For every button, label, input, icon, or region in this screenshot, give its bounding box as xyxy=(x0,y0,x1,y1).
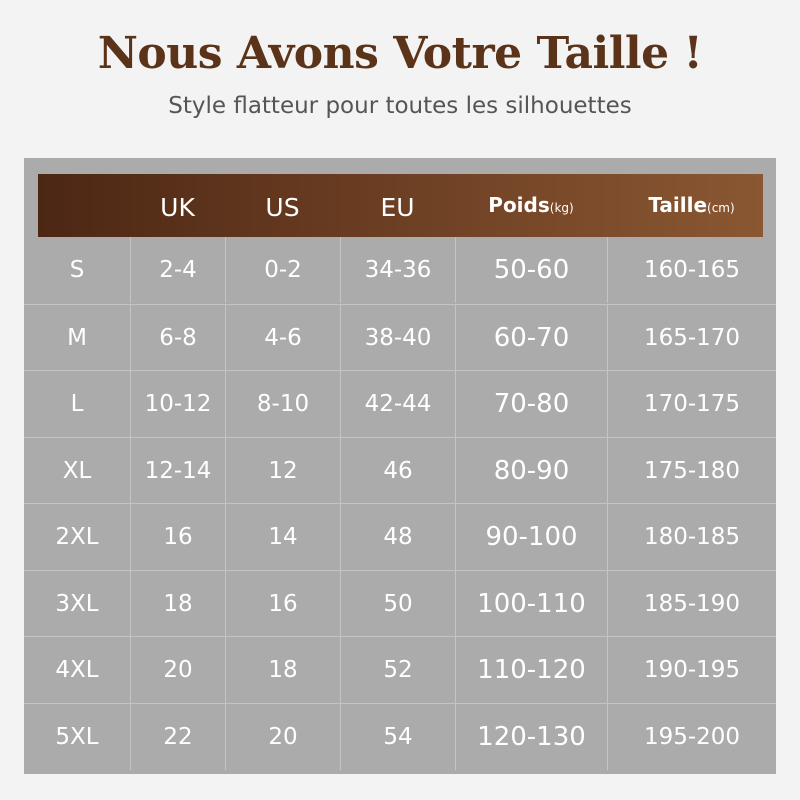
column-header: UK xyxy=(130,174,225,237)
table-cell: XL xyxy=(62,457,92,484)
table-cell: 12-14 xyxy=(130,437,225,504)
table-cell: 0-2 xyxy=(225,237,340,303)
column-header-label: Taille xyxy=(648,193,708,217)
table-cell: 3XL xyxy=(55,590,99,617)
column-header: EU xyxy=(340,174,455,237)
table-cell: 6-8 xyxy=(130,304,225,371)
table-cell: 20 xyxy=(225,703,340,770)
table-cell: 8-10 xyxy=(225,371,340,437)
column-header-label: Poids xyxy=(488,193,550,217)
table-cell: M xyxy=(67,324,87,351)
table-cell: 80-90 xyxy=(455,437,607,504)
column-header: Taille(cm) xyxy=(607,174,776,237)
table-cell: 175-180 xyxy=(607,437,776,504)
table-cell: 18 xyxy=(225,637,340,703)
table-cell: 4-6 xyxy=(225,304,340,371)
size-chart-table: UK US EU Poids(kg) Taille(cm) S 2-4 0-2 34-36 50… xyxy=(24,158,776,774)
table-row: S 2-4 0-2 34-36 50-60 160-165 xyxy=(24,237,776,303)
table-cell: 180-185 xyxy=(607,504,776,570)
table-cell: 110-120 xyxy=(455,637,607,703)
table-cell: 16 xyxy=(225,570,340,637)
table-cell: 16 xyxy=(130,504,225,570)
table-row: 5XL 22 20 54 120-130 195-200 xyxy=(24,702,776,770)
table-cell: 10-12 xyxy=(130,371,225,437)
table-row: 3XL 18 16 50 100-110 185-190 xyxy=(24,569,776,637)
table-cell: S xyxy=(69,257,85,283)
table-cell: 54 xyxy=(340,703,455,770)
table-cell: 160-165 xyxy=(607,237,776,303)
table-cell: 42-44 xyxy=(340,371,455,437)
table-cell: 4XL xyxy=(55,657,99,683)
table-cell: 14 xyxy=(225,504,340,570)
table-row: 2XL 16 14 48 90-100 180-185 xyxy=(24,503,776,570)
table-cell: 12 xyxy=(225,437,340,504)
page-title: Nous Avons Votre Taille ! xyxy=(97,28,703,79)
table-cell: 60-70 xyxy=(455,304,607,371)
table-header: UK US EU Poids(kg) Taille(cm) xyxy=(38,174,763,237)
table-cell: 46 xyxy=(340,437,455,504)
column-header: US xyxy=(225,174,340,237)
column-header xyxy=(24,174,130,237)
table-cell: 52 xyxy=(340,637,455,703)
column-header: Poids(kg) xyxy=(455,174,607,237)
column-header-label: UK xyxy=(160,193,195,222)
table-cell: 18 xyxy=(130,570,225,637)
table-cell: 70-80 xyxy=(455,371,607,437)
table-cell: 190-195 xyxy=(607,637,776,703)
table-row: M 6-8 4-6 38-40 60-70 165-170 xyxy=(24,303,776,371)
table-row: XL 12-14 12 46 80-90 175-180 xyxy=(24,436,776,504)
table-cell: 185-190 xyxy=(607,570,776,637)
table-cell: 38-40 xyxy=(340,304,455,371)
table-cell: 50 xyxy=(340,570,455,637)
table-cell: 170-175 xyxy=(607,371,776,437)
column-header-unit: (cm) xyxy=(707,201,735,215)
table-cell: 48 xyxy=(340,504,455,570)
table-row: L 10-12 8-10 42-44 70-80 170-175 xyxy=(24,370,776,437)
table-cell: L xyxy=(70,391,84,417)
table-cell: 195-200 xyxy=(607,703,776,770)
column-header-unit: (kg) xyxy=(549,201,574,215)
table-cell: 120-130 xyxy=(455,703,607,770)
table-cell: 165-170 xyxy=(607,304,776,371)
table-row: 4XL 20 18 52 110-120 190-195 xyxy=(24,636,776,703)
table-cell: 22 xyxy=(130,703,225,770)
column-header-label: US xyxy=(265,193,300,222)
table-cell: 20 xyxy=(130,637,225,703)
table-cell: 50-60 xyxy=(455,237,607,303)
table-cell: 34-36 xyxy=(340,237,455,303)
column-header-label: EU xyxy=(380,193,415,222)
table-cell: 2-4 xyxy=(130,237,225,303)
table-cell: 2XL xyxy=(55,524,99,550)
table-cell: 5XL xyxy=(55,723,99,750)
table-cell: 90-100 xyxy=(455,504,607,570)
table-cell: 100-110 xyxy=(455,570,607,637)
page-subtitle: Style flatteur pour toutes les silhouett… xyxy=(168,93,632,119)
